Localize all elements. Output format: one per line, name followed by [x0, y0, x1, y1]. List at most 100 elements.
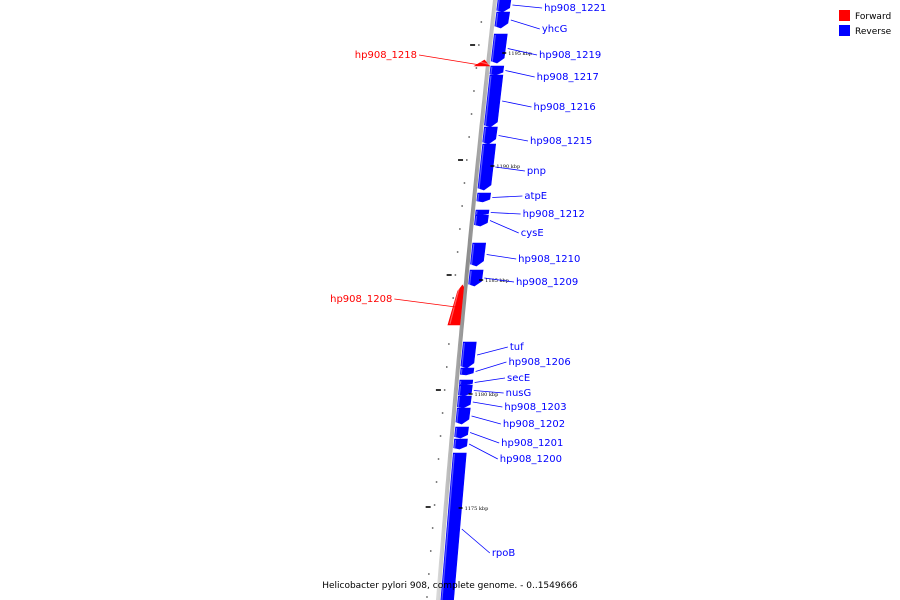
- gene-label-nusg[interactable]: nusG: [506, 388, 532, 399]
- gene-feature-hp908-1221[interactable]: [496, 0, 512, 13]
- gene-feature-hp908-1200[interactable]: [453, 438, 468, 450]
- leader-line: [475, 361, 507, 372]
- legend-label-forward: Forward: [855, 12, 891, 22]
- gene-feature-hp908-1203[interactable]: [456, 395, 472, 409]
- legend-swatch-forward: [839, 10, 850, 21]
- gene-label-hp908-1203[interactable]: hp908_1203: [504, 402, 566, 413]
- gene-highlight: [458, 385, 461, 396]
- gene-label-hp908-1206[interactable]: hp908_1206: [508, 357, 570, 368]
- kbp-markers: 1195 kbp 1190 kbp 1185 kbp 1180 kbp 1175 kbp: [458, 51, 532, 512]
- gene-label-hp908-1218[interactable]: hp908_1218: [355, 50, 417, 61]
- gene-feature-hp908-1210[interactable]: [470, 242, 487, 267]
- legend-label-reverse: Reverse: [855, 27, 892, 37]
- kbp-label: 1185 kbp: [485, 278, 509, 284]
- gene-highlight: [477, 193, 480, 202]
- kbp-label: 1175 kbp: [465, 506, 489, 512]
- gene-feature-hp908-1212[interactable]: [475, 209, 490, 216]
- gene-label-sece[interactable]: secE: [507, 373, 530, 384]
- gene-label-hp908-1200[interactable]: hp908_1200: [500, 454, 562, 465]
- gene-label-hp908-1217[interactable]: hp908_1217: [537, 72, 599, 83]
- leader-line: [461, 528, 491, 554]
- gene-features: [440, 0, 512, 600]
- gene-highlight: [456, 408, 459, 424]
- gene-label-hp908-1201[interactable]: hp908_1201: [501, 438, 563, 449]
- leader-line: [394, 298, 456, 308]
- leader-line: [512, 4, 543, 9]
- gene-highlight: [478, 144, 485, 190]
- gene-highlight: [490, 66, 493, 75]
- gene-label-hp908-1210[interactable]: hp908_1210: [518, 254, 580, 265]
- genome-backbone: [435, 0, 498, 600]
- gene-highlight: [484, 75, 492, 127]
- gene-feature-nusg[interactable]: [458, 384, 473, 397]
- gene-feature-cyse[interactable]: [474, 214, 489, 227]
- leader-line: [468, 443, 498, 460]
- leader-line: [490, 212, 521, 215]
- gene-highlight: [449, 285, 461, 325]
- legend-swatch-reverse: [839, 25, 850, 36]
- gene-feature-atpe[interactable]: [476, 192, 492, 203]
- gene-feature-hp908-1215[interactable]: [482, 126, 498, 145]
- gene-feature-hp908-1206[interactable]: [459, 367, 475, 376]
- gene-feature-hp908-1201[interactable]: [454, 426, 469, 439]
- gene-feature-hp908-1202[interactable]: [455, 407, 471, 425]
- gene-feature-hp908-1216[interactable]: [484, 74, 504, 128]
- leader-line: [418, 54, 481, 66]
- leader-line: [510, 19, 540, 30]
- gene-highlight: [441, 453, 455, 600]
- gene-label-rpob[interactable]: rpoB: [492, 548, 516, 559]
- gene-highlight: [454, 439, 457, 449]
- gene-label-hp908-1209[interactable]: hp908_1209: [516, 277, 578, 288]
- genome-caption: Helicobacter pylori 908, complete genome…: [322, 581, 578, 591]
- leader-line: [473, 390, 504, 394]
- gene-highlight: [460, 368, 463, 375]
- gene-label-hp908-1212[interactable]: hp908_1212: [523, 209, 585, 220]
- leader-line: [507, 48, 538, 56]
- gene-label-hp908-1216[interactable]: hp908_1216: [534, 102, 596, 113]
- leader-line: [495, 166, 525, 172]
- gene-label-yhcg[interactable]: yhcG: [542, 24, 568, 35]
- gene-feature-hp908-1208[interactable]: [447, 284, 465, 326]
- gene-labels: hp908_1221 yhcG hp908_1219 hp908_1218 hp908_…: [330, 3, 606, 559]
- leader-line: [476, 346, 508, 356]
- leader-line: [474, 377, 506, 383]
- kbp-label: 1180 kbp: [475, 392, 499, 398]
- gene-feature-pnp[interactable]: [477, 143, 497, 191]
- gene-label-hp908-1208[interactable]: hp908_1208: [330, 294, 392, 305]
- gene-highlight: [455, 427, 458, 438]
- gene-highlight: [497, 0, 500, 12]
- gene-feature-tuf[interactable]: [460, 341, 477, 369]
- gene-feature-yhcg[interactable]: [494, 11, 511, 29]
- gene-label-hp908-1215[interactable]: hp908_1215: [530, 136, 592, 147]
- gene-highlight: [476, 60, 492, 66]
- gene-label-hp908-1221[interactable]: hp908_1221: [544, 3, 606, 14]
- gene-highlight: [474, 215, 478, 226]
- gene-highlight: [457, 396, 460, 408]
- gene-label-hp908-1219[interactable]: hp908_1219: [539, 50, 601, 61]
- gene-label-atpe[interactable]: atpE: [524, 191, 547, 202]
- leader-line: [502, 100, 532, 108]
- leader-line: [471, 415, 501, 425]
- leader-line: [498, 135, 529, 142]
- leader-line: [489, 220, 519, 234]
- gene-feature-sece[interactable]: [459, 379, 474, 386]
- kbp-label: 1195 kbp: [508, 51, 532, 57]
- gene-feature-hp908-1219[interactable]: [490, 33, 508, 64]
- gene-highlight: [495, 12, 499, 28]
- gene-feature-hp908-1217[interactable]: [489, 65, 505, 76]
- gene-highlight: [491, 34, 496, 63]
- leader-line: [469, 432, 500, 444]
- gene-highlight: [483, 127, 487, 144]
- gene-label-hp908-1202[interactable]: hp908_1202: [503, 419, 565, 430]
- gene-label-tuf[interactable]: tuf: [510, 342, 524, 353]
- gene-feature-rpob[interactable]: [440, 452, 467, 600]
- gene-label-pnp[interactable]: pnp: [527, 166, 546, 177]
- leader-line: [505, 70, 535, 78]
- gene-highlight: [470, 243, 475, 266]
- leader-line: [472, 401, 503, 408]
- gene-highlight: [468, 270, 472, 286]
- gene-label-cyse[interactable]: cysE: [521, 228, 544, 239]
- legend: Forward Reverse: [839, 10, 892, 37]
- gene-feature-hp908-1209[interactable]: [468, 269, 484, 287]
